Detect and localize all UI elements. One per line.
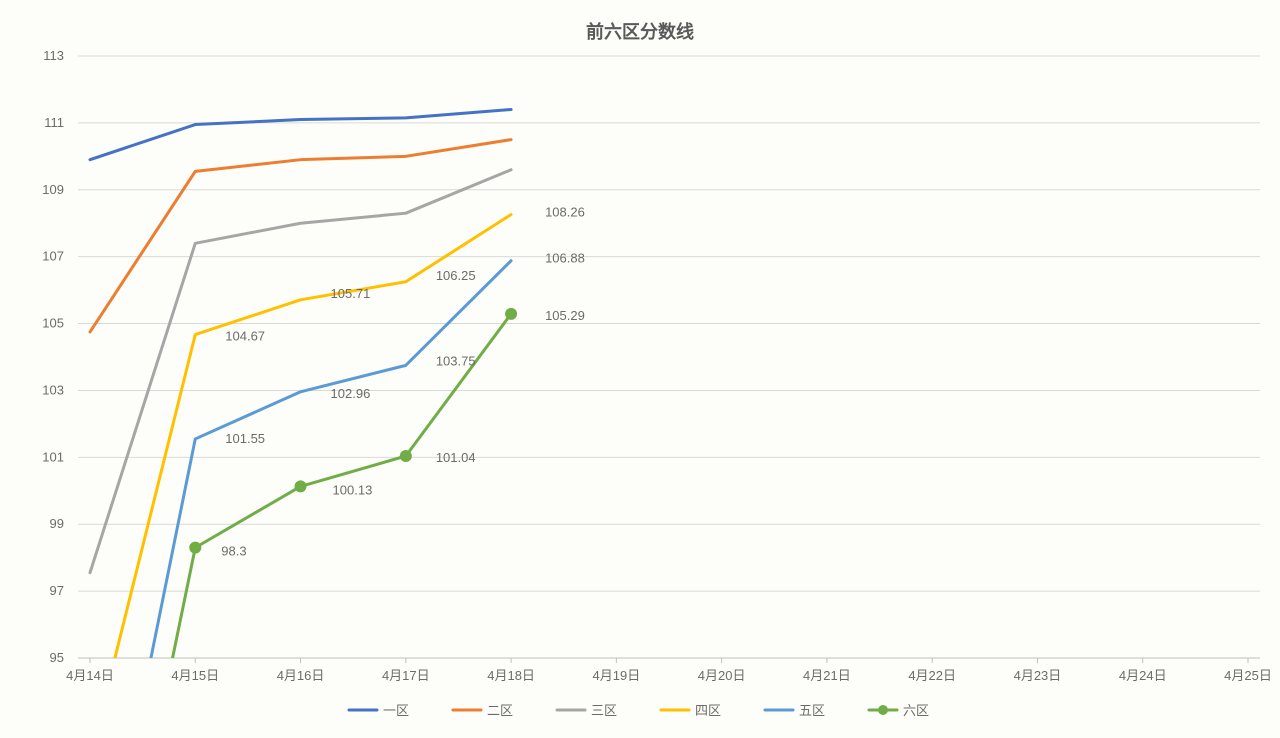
- chart-title-text: 前六区分数线: [586, 22, 694, 42]
- y-tick-label: 95: [50, 650, 64, 665]
- data-label: 98.3: [221, 544, 246, 559]
- legend-label: 三区: [591, 703, 617, 718]
- x-tick-label: 4月20日: [698, 668, 746, 683]
- series-marker-六区: [295, 480, 307, 492]
- series-marker-六区: [505, 308, 517, 320]
- chart-container: 前六区分数线 95 97 99 101 103 105 107 109 111 113 4月14日 4…: [0, 0, 1280, 738]
- data-label: 108.26: [545, 205, 585, 220]
- series-marker-六区: [400, 450, 412, 462]
- y-tick-label: 103: [42, 382, 64, 397]
- legend-item-五区: 五区: [765, 703, 825, 718]
- legend-item-三区: 三区: [557, 703, 617, 718]
- x-tick-label: 4月15日: [171, 668, 219, 683]
- y-tick-label: 101: [42, 449, 64, 464]
- data-label: 106.88: [545, 251, 585, 266]
- y-tick-label: 109: [42, 182, 64, 197]
- legend-item-四区: 四区: [661, 703, 721, 718]
- y-tick-label: 99: [50, 516, 64, 531]
- legend-label: 二区: [487, 703, 513, 718]
- x-tick-label: 4月18日: [487, 668, 535, 683]
- x-tick-label: 4月21日: [803, 668, 851, 683]
- x-tick-label: 4月25日: [1224, 668, 1272, 683]
- series-line-一区: [90, 110, 511, 160]
- x-tick-label: 4月22日: [908, 668, 956, 683]
- x-tick-label: 4月23日: [1014, 668, 1062, 683]
- series-marker-六区: [189, 542, 201, 554]
- data-label: 106.25: [436, 268, 476, 283]
- legend-label: 四区: [695, 703, 721, 718]
- y-tick-label: 113: [43, 48, 64, 63]
- data-label: 105.71: [331, 286, 371, 301]
- y-tick-label: 107: [42, 249, 64, 264]
- x-tick-label: 4月17日: [382, 668, 430, 683]
- data-label: 100.13: [333, 482, 373, 497]
- data-label: 101.04: [436, 450, 476, 465]
- x-tick-label: 4月24日: [1119, 668, 1167, 683]
- legend-item-二区: 二区: [453, 703, 513, 718]
- data-label: 104.67: [225, 329, 265, 344]
- data-label: 103.75: [436, 353, 476, 368]
- x-tick-label: 4月19日: [593, 668, 641, 683]
- y-tick-label: 111: [44, 115, 64, 130]
- legend-item-六区: 六区: [869, 703, 929, 718]
- legend-label: 一区: [383, 703, 409, 718]
- legend-item-一区: 一区: [349, 703, 409, 718]
- x-tick-label: 4月16日: [277, 668, 325, 683]
- series-line-二区: [90, 140, 511, 332]
- chart-title: 前六区分数线: [0, 18, 1280, 44]
- data-label: 102.96: [331, 386, 371, 401]
- x-tick-label: 4月14日: [66, 668, 114, 683]
- data-label: 105.29: [545, 308, 585, 323]
- y-tick-label: 97: [50, 583, 64, 598]
- series-line-三区: [90, 170, 511, 573]
- legend-label: 六区: [903, 703, 929, 718]
- legend-label: 五区: [799, 703, 825, 718]
- y-tick-label: 105: [42, 316, 64, 331]
- chart-svg: 95 97 99 101 103 105 107 109 111 113 4月14日 4月15日 4月1…: [0, 0, 1280, 738]
- data-label: 101.55: [225, 431, 265, 446]
